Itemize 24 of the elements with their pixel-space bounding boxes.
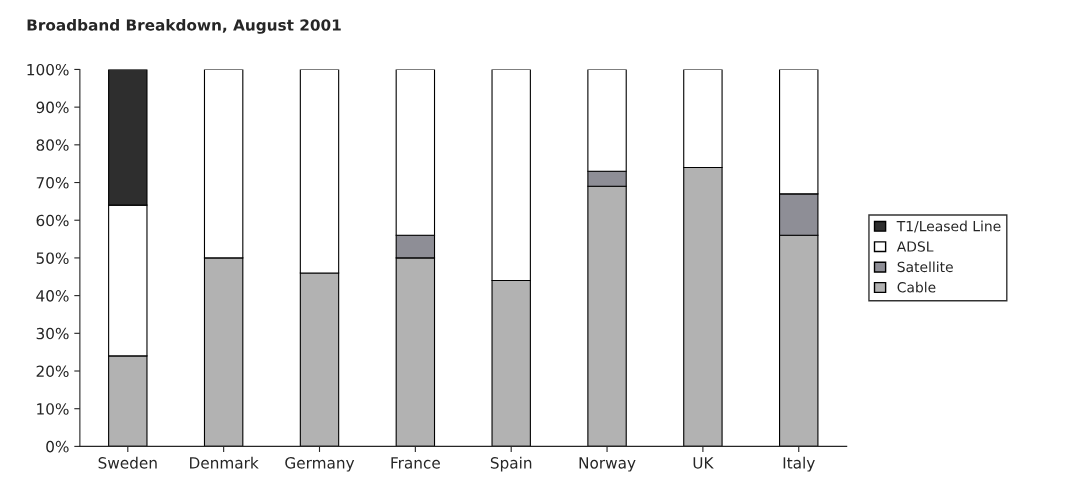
x-tick-label: France: [391, 457, 440, 469]
legend-label: T1/Leased Line: [896, 220, 1001, 233]
y-tick-label: 80%: [36, 139, 69, 151]
legend-label: ADSL: [896, 241, 934, 252]
y-tick-label: 20%: [36, 365, 69, 378]
x-tick-label: Norway: [579, 457, 636, 472]
y-tick-label: 30%: [36, 327, 69, 340]
y-tick-label: 10%: [37, 403, 69, 415]
x-tick-label: Denmark: [190, 456, 259, 469]
y-tick-label: 90%: [36, 101, 69, 114]
y-tick-label: 0%: [46, 440, 69, 453]
x-tick-label: Germany: [285, 457, 355, 472]
legend-label: Satellite: [897, 261, 953, 273]
y-tick-label: 70%: [36, 176, 69, 189]
y-tick-label: 60%: [36, 214, 69, 227]
chart-title: Broadband Breakdown, August 2001: [27, 18, 341, 34]
y-tick-label: 40%: [36, 290, 69, 302]
x-tick-label: Spain: [490, 456, 532, 472]
y-tick-label: 50%: [36, 252, 69, 264]
legend-label: Cable: [897, 281, 936, 293]
y-tick-label: 100%: [27, 63, 69, 76]
x-tick-label: Sweden: [98, 456, 157, 469]
x-tick-label: UK: [693, 457, 714, 469]
x-tick-label: Italy: [783, 456, 815, 472]
